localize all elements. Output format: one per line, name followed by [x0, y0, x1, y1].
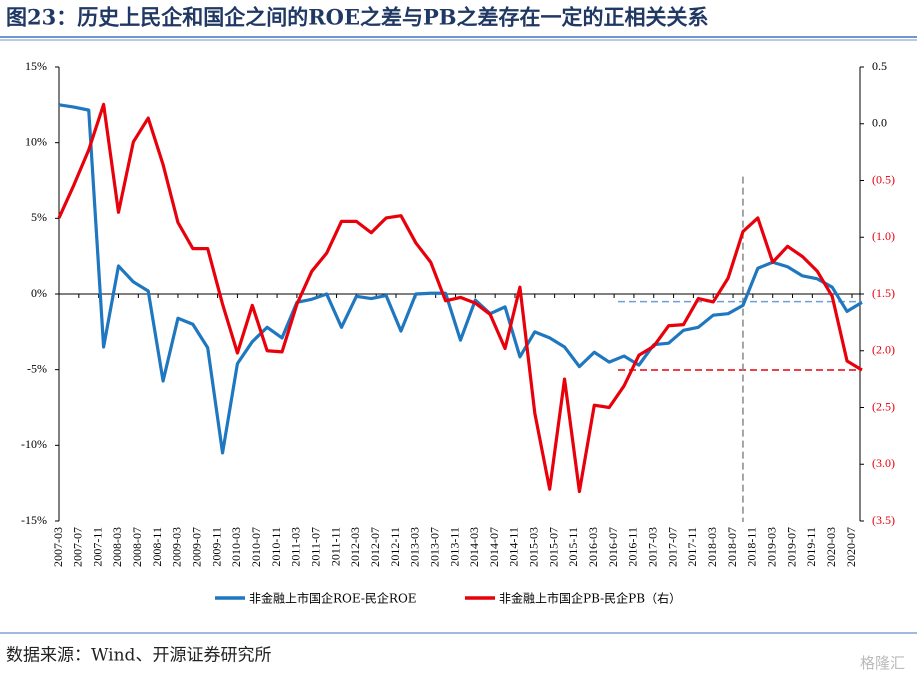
x-tick-label: 2011-03 — [289, 527, 303, 567]
x-tick-label: 2019-07 — [784, 527, 798, 567]
x-tick-label: 2018-11 — [745, 527, 759, 567]
x-tick-label: 2009-11 — [209, 527, 223, 567]
x-tick-label: 2015-11 — [566, 527, 580, 567]
y2-tick-label: (3.5) — [872, 513, 895, 527]
y2-tick-label: (2.0) — [872, 343, 895, 357]
y2-tick-label: (1.0) — [872, 229, 895, 243]
y-tick-label: -15% — [21, 513, 47, 527]
x-tick-label: 2015-03 — [527, 527, 541, 567]
source: 数据来源：Wind、开源证券研究所 — [6, 646, 271, 666]
x-tick-label: 2014-03 — [467, 527, 481, 567]
x-tick-label: 2014-07 — [487, 527, 501, 567]
chart-title: 图23：历史上民企和国企之间的ROE之差与PB之差存在一定的正相关关系 — [6, 5, 709, 30]
y-tick-label: -5% — [27, 361, 47, 375]
x-tick-label: 2008-11 — [150, 527, 164, 567]
x-tick-label: 2018-03 — [705, 527, 719, 567]
x-tick-label: 2010-07 — [249, 527, 263, 567]
x-tick-label: 2020-03 — [824, 527, 838, 567]
watermark: 格隆汇 — [860, 654, 905, 672]
x-tick-label: 2009-07 — [190, 527, 204, 567]
y2-tick-label: (1.5) — [872, 286, 895, 300]
y-tick-label: 10% — [25, 134, 47, 148]
x-tick-label: 2007-07 — [71, 527, 85, 567]
x-tick-label: 2020-07 — [844, 527, 858, 567]
y2-tick-label: (0.5) — [872, 172, 895, 186]
x-tick-label: 2012-07 — [368, 527, 382, 567]
x-tick-label: 2016-03 — [586, 527, 600, 567]
x-tick-label: 2008-07 — [130, 527, 144, 567]
x-tick-label: 2007-03 — [51, 527, 65, 567]
x-tick-label: 2016-11 — [626, 527, 640, 567]
y-tick-label: -10% — [21, 437, 47, 451]
x-tick-label: 2009-03 — [170, 527, 184, 567]
legend-label: 非金融上市国企PB-民企PB（右） — [499, 591, 681, 606]
x-tick-label: 2019-03 — [764, 527, 778, 567]
x-tick-label: 2013-11 — [447, 527, 461, 567]
x-tick-label: 2018-07 — [725, 527, 739, 567]
x-tick-label: 2011-07 — [308, 527, 322, 567]
x-tick-label: 2015-07 — [546, 527, 560, 567]
x-tick-label: 2017-03 — [646, 527, 660, 567]
y2-tick-label: 0.0 — [872, 116, 887, 130]
x-tick-label: 2010-03 — [229, 527, 243, 567]
x-tick-label: 2011-11 — [328, 527, 342, 566]
y-tick-label: 5% — [31, 210, 47, 224]
x-tick-label: 2010-11 — [269, 527, 283, 567]
x-tick-label: 2012-03 — [348, 527, 362, 567]
x-tick-label: 2017-07 — [665, 527, 679, 567]
y2-tick-label: (2.5) — [872, 399, 895, 413]
x-tick-label: 2014-11 — [507, 527, 521, 567]
y-tick-label: 15% — [25, 59, 47, 73]
legend-label: 非金融上市国企ROE-民企ROE — [249, 591, 417, 606]
y2-tick-label: (3.0) — [872, 456, 895, 470]
x-tick-label: 2017-11 — [685, 527, 699, 567]
series-line — [58, 103, 863, 455]
x-tick-label: 2019-11 — [804, 527, 818, 567]
y-tick-label: 0% — [31, 286, 47, 300]
x-tick-label: 2013-07 — [427, 527, 441, 567]
y2-tick-label: 0.5 — [872, 59, 887, 73]
x-tick-label: 2008-03 — [110, 527, 124, 567]
series-line — [57, 102, 863, 494]
x-tick-label: 2007-11 — [90, 527, 104, 567]
x-tick-label: 2012-11 — [388, 527, 402, 567]
x-tick-label: 2013-03 — [408, 527, 422, 567]
x-tick-label: 2016-07 — [606, 527, 620, 567]
